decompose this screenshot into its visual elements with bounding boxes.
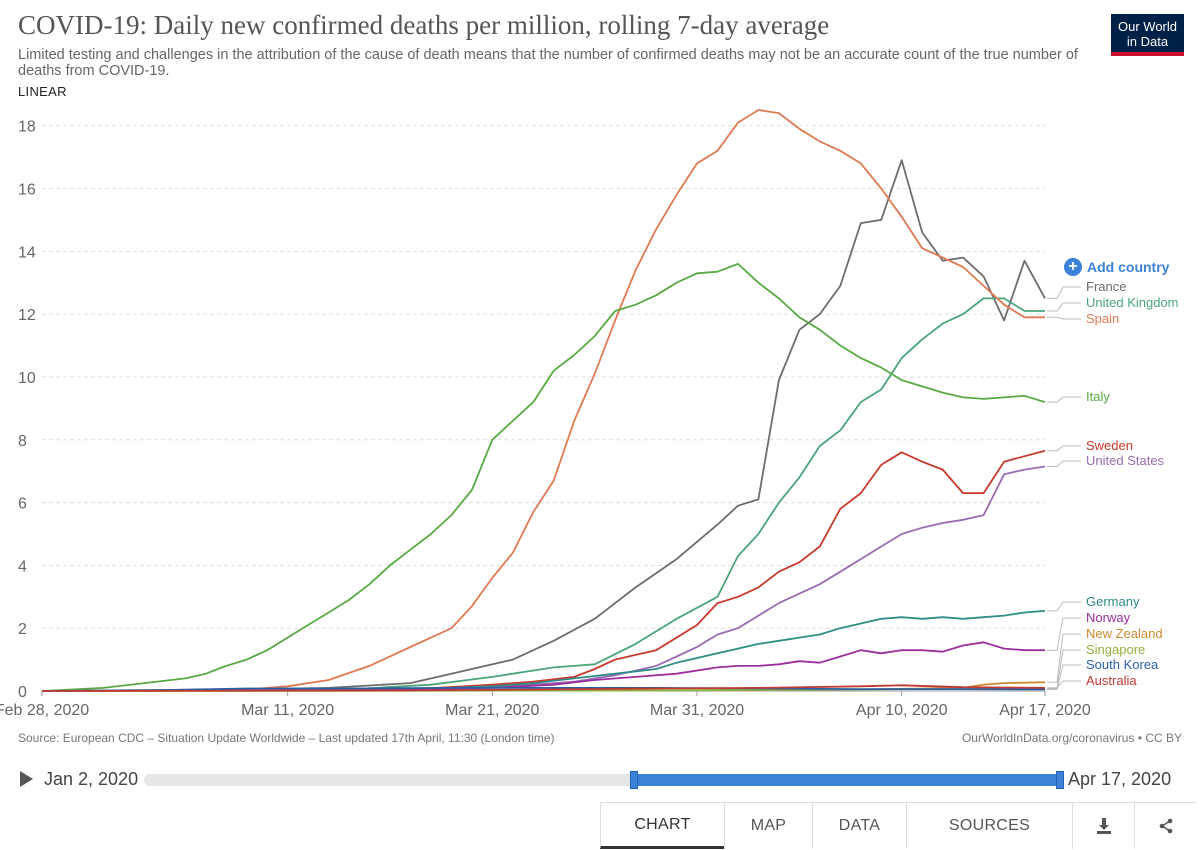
timeline-start-handle[interactable] bbox=[630, 771, 638, 789]
series-line bbox=[41, 684, 1046, 692]
legend-connector bbox=[1047, 617, 1081, 651]
series-line bbox=[41, 449, 1046, 692]
series-line bbox=[41, 297, 1045, 692]
series-label: France bbox=[1086, 279, 1126, 294]
series-label: Singapore bbox=[1086, 642, 1145, 657]
tab-data[interactable]: DATA bbox=[812, 803, 906, 849]
y-tick-label: 10 bbox=[18, 370, 36, 387]
line-chart: 0 2 4 6 8 10 12 14 16 18 Feb 28, 2020 Mar 11, 2020… bbox=[0, 109, 1179, 719]
download-button[interactable] bbox=[1072, 803, 1134, 849]
tab-chart[interactable]: CHART bbox=[600, 803, 724, 849]
timeline-slider[interactable]: Jan 2, 2020 Apr 17, 2020 bbox=[0, 762, 1200, 798]
bottom-tab-bar: CHART MAP DATA SOURCES bbox=[600, 802, 1196, 849]
timeline-end-label: Apr 17, 2020 bbox=[1068, 769, 1172, 789]
x-tick-label: Apr 17, 2020 bbox=[999, 702, 1091, 719]
series-label: South Korea bbox=[1086, 657, 1159, 672]
chart-title: COVID-19: Daily new confirmed deaths per… bbox=[18, 10, 830, 40]
series-label: United States bbox=[1086, 453, 1165, 468]
legend-connector bbox=[1047, 649, 1081, 689]
series-line bbox=[41, 109, 1045, 692]
y-tick-label: 18 bbox=[18, 119, 36, 136]
source-url[interactable]: OurWorldInData.org/coronavirus • CC BY bbox=[961, 731, 1182, 745]
legend-connector bbox=[1047, 316, 1081, 320]
series-line bbox=[41, 465, 1046, 692]
series-label: Spain bbox=[1086, 311, 1119, 326]
tab-map[interactable]: MAP bbox=[724, 803, 812, 849]
series-lines bbox=[41, 109, 1046, 692]
series-label: Norway bbox=[1086, 610, 1131, 625]
timeline-selected-range[interactable] bbox=[634, 774, 1060, 786]
add-country-button[interactable]: + Add country bbox=[1064, 258, 1169, 276]
legend-connector bbox=[1047, 302, 1081, 312]
x-tick-label: Mar 21, 2020 bbox=[445, 702, 539, 719]
series-label: Sweden bbox=[1086, 438, 1133, 453]
legend-connector bbox=[1047, 445, 1081, 452]
owid-logo[interactable]: Our World in Data bbox=[1111, 14, 1184, 56]
series-line bbox=[41, 159, 1046, 692]
series-line bbox=[41, 610, 1046, 692]
logo-line-1: Our World bbox=[1118, 19, 1177, 34]
x-tick-label: Apr 10, 2020 bbox=[856, 702, 948, 719]
y-tick-label: 16 bbox=[18, 182, 36, 199]
y-tick-label: 14 bbox=[18, 244, 36, 261]
chart-gridlines bbox=[42, 125, 1045, 692]
share-button[interactable] bbox=[1134, 803, 1196, 849]
series-label: New Zealand bbox=[1086, 626, 1163, 641]
y-tick-label: 6 bbox=[18, 496, 27, 513]
y-tick-label: 2 bbox=[18, 621, 27, 638]
y-tick-label: 8 bbox=[18, 433, 27, 450]
download-icon bbox=[1096, 818, 1111, 834]
chart-subtitle: Limited testing and challenges in the at… bbox=[18, 47, 1078, 79]
legend-connector bbox=[1047, 664, 1081, 690]
x-tick-label: Feb 28, 2020 bbox=[0, 702, 89, 719]
legend-connector bbox=[1047, 460, 1081, 467]
y-axis-ticks: 0 2 4 6 8 10 12 14 16 18 bbox=[18, 119, 36, 701]
y-tick-label: 0 bbox=[18, 684, 27, 701]
series-line bbox=[41, 263, 1046, 692]
y-tick-label: 4 bbox=[18, 558, 27, 575]
legend-connector bbox=[1047, 286, 1081, 299]
x-axis-ticks: Feb 28, 2020 Mar 11, 2020 Mar 21, 2020 Mar … bbox=[0, 691, 1091, 719]
scale-toggle[interactable]: LINEAR bbox=[18, 84, 67, 99]
series-line bbox=[41, 687, 1046, 692]
series-label: Italy bbox=[1086, 389, 1110, 404]
y-tick-label: 12 bbox=[18, 307, 36, 324]
series-line bbox=[41, 641, 1045, 692]
plus-icon: + bbox=[1064, 258, 1082, 276]
add-country-label: Add country bbox=[1087, 259, 1170, 275]
tab-sources[interactable]: SOURCES bbox=[906, 803, 1072, 849]
logo-line-2: in Data bbox=[1126, 34, 1169, 49]
share-icon bbox=[1159, 818, 1172, 834]
source-note: Source: European CDC – Situation Update … bbox=[18, 731, 555, 745]
timeline-end-handle[interactable] bbox=[1056, 771, 1064, 789]
x-tick-label: Mar 11, 2020 bbox=[241, 702, 334, 719]
series-label: United Kingdom bbox=[1086, 295, 1179, 310]
series-label: Germany bbox=[1086, 594, 1140, 609]
play-icon[interactable] bbox=[20, 771, 33, 787]
legend-connector bbox=[1047, 396, 1081, 403]
series-label: Australia bbox=[1086, 673, 1137, 688]
legend-connector bbox=[1047, 601, 1081, 612]
legend-connector bbox=[1047, 680, 1081, 689]
legend-connector bbox=[1047, 633, 1081, 683]
timeline-start-label: Jan 2, 2020 bbox=[44, 769, 139, 789]
x-tick-label: Mar 31, 2020 bbox=[650, 702, 744, 719]
